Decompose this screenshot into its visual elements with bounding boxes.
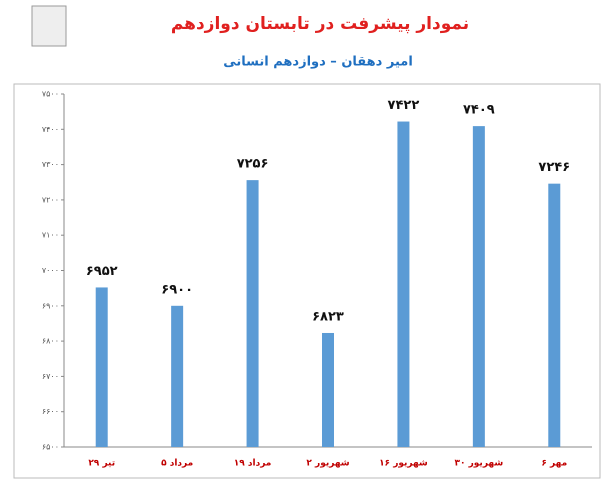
value-label: ۶۹۵۲: [86, 264, 118, 279]
x-tick-label: ۱۶ شهریور: [379, 459, 428, 469]
bar: [548, 183, 561, 448]
x-tick-label: ۵ مرداد: [161, 459, 193, 469]
y-tick-label: ۷۰۰۰: [42, 266, 59, 275]
y-tick-label: ۷۴۰۰: [42, 125, 59, 134]
value-label: ۶۸۲۳: [312, 309, 344, 324]
y-tick-label: ۷۱۰۰: [42, 231, 59, 240]
chart-title: نمودار پیشرفت در تابستان دوازدهم: [171, 14, 469, 34]
value-label: ۷۴۲۲: [388, 98, 420, 113]
y-tick-label: ۷۵۰۰: [42, 90, 59, 99]
bar: [397, 121, 410, 447]
bar: [472, 126, 485, 448]
bar: [322, 332, 334, 447]
value-label: ۶۹۰۰: [161, 282, 193, 297]
x-tick-label: ۲ شهریور: [306, 459, 349, 469]
y-tick-label: ۶۸۰۰: [42, 337, 59, 346]
x-tick-label: ۲۹ تیر: [88, 459, 115, 469]
bar: [246, 180, 259, 447]
x-tick-label: ۶ مهر: [541, 459, 567, 469]
y-tick-label: ۶۶۰۰: [42, 407, 59, 416]
y-tick-label: ۶۷۰۰: [42, 372, 59, 381]
logo: [31, 5, 67, 47]
y-tick-label: ۶۹۰۰: [42, 301, 59, 310]
x-tick-label: ۳۰ شهریور: [454, 459, 503, 469]
chart-frame: [13, 83, 601, 479]
y-tick-label: ۷۳۰۰: [42, 160, 59, 169]
value-label: ۷۲۴۶: [538, 160, 570, 175]
value-label: ۷۴۰۹: [463, 103, 495, 118]
y-tick-label: ۷۲۰۰: [42, 195, 59, 204]
y-tick-label: ۶۵۰۰: [42, 443, 59, 452]
chart-subtitle: امیر دهقان – دوازدهم انسانی: [223, 55, 413, 70]
value-label: ۷۲۵۶: [237, 157, 269, 172]
x-tick-label: ۱۹ مرداد: [234, 459, 272, 469]
bar: [171, 305, 184, 447]
bar: [95, 287, 108, 447]
